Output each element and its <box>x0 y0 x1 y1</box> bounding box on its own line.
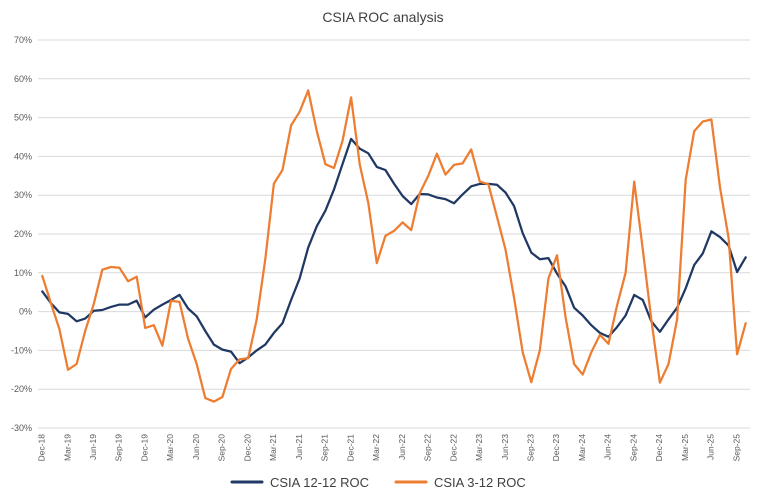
x-tick-label: Mar-21 <box>268 434 278 461</box>
x-axis-ticks: Dec-18 Mar-19 Jun-19 Sep-19 Dec-19 Mar-20 Jun-… <box>37 434 742 462</box>
y-tick-label: 40% <box>14 151 32 161</box>
x-tick-label: Jun-24 <box>603 434 613 460</box>
x-tick-label: Sep-20 <box>217 434 227 462</box>
x-tick-label: Sep-21 <box>320 434 330 462</box>
y-tick-label: -10% <box>11 345 32 355</box>
x-tick-label: Sep-24 <box>628 434 638 462</box>
x-tick-label: Dec-22 <box>448 434 458 462</box>
chart-title: CSIA ROC analysis <box>322 9 443 25</box>
x-tick-label: Mar-19 <box>62 434 72 461</box>
legend-label-csia-12-12: CSIA 12-12 ROC <box>270 475 369 490</box>
x-tick-label: Sep-22 <box>423 434 433 462</box>
x-tick-label: Jun-23 <box>500 434 510 460</box>
x-tick-label: Sep-19 <box>114 434 124 462</box>
y-tick-label: -20% <box>11 384 32 394</box>
x-tick-label: Dec-21 <box>345 434 355 462</box>
series-line-csia-3-12 <box>41 89 747 403</box>
legend: CSIA 12-12 ROC CSIA 3-12 ROC <box>230 475 526 490</box>
y-tick-label: 0% <box>19 307 32 317</box>
y-tick-label: 20% <box>14 229 32 239</box>
y-tick-label: 10% <box>14 268 32 278</box>
x-tick-label: Dec-24 <box>654 434 664 462</box>
series-lines <box>41 89 747 403</box>
y-tick-label: -30% <box>11 423 32 433</box>
legend-label-csia-3-12: CSIA 3-12 ROC <box>434 475 526 490</box>
x-tick-label: Dec-20 <box>242 434 252 462</box>
x-tick-label: Jun-21 <box>294 434 304 460</box>
x-tick-label: Mar-22 <box>371 434 381 461</box>
x-tick-label: Mar-20 <box>165 434 175 461</box>
y-axis-ticks: -30% -20% -10% 0% 10% 20% 30% 40% 50% 60% 70% <box>11 35 32 433</box>
x-tick-label: Sep-25 <box>731 434 741 462</box>
y-tick-label: 30% <box>14 190 32 200</box>
x-tick-label: Jun-25 <box>706 434 716 460</box>
y-tick-label: 60% <box>14 74 32 84</box>
y-tick-label: 50% <box>14 113 32 123</box>
gridlines <box>38 39 750 429</box>
x-tick-label: Jun-20 <box>191 434 201 460</box>
x-tick-label: Dec-19 <box>139 434 149 462</box>
x-tick-label: Sep-23 <box>526 434 536 462</box>
x-tick-label: Dec-18 <box>37 434 47 462</box>
x-tick-label: Mar-23 <box>474 434 484 461</box>
x-tick-label: Jun-19 <box>88 434 98 460</box>
y-tick-label: 70% <box>14 35 32 45</box>
x-tick-label: Jun-22 <box>397 434 407 460</box>
x-tick-label: Dec-23 <box>551 434 561 462</box>
x-tick-label: Mar-25 <box>680 434 690 461</box>
series-line-csia-12-12 <box>41 137 747 365</box>
x-tick-label: Mar-24 <box>577 434 587 461</box>
